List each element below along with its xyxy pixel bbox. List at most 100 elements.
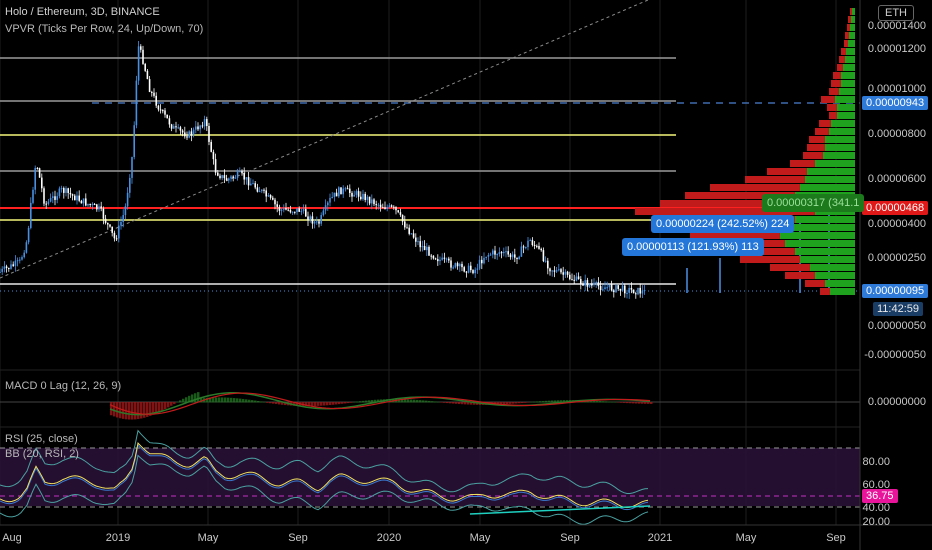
volume-profile-row-up [795,216,855,223]
macd-signal-line [109,392,651,415]
volume-profile-row-up [837,112,855,119]
candle-body [267,195,270,197]
time-tick: 2021 [647,532,673,544]
candle-body [5,266,8,268]
red-level-tag: 0.00000468 [862,201,929,215]
macd-bar [449,402,452,404]
volume-profile-row-up [843,64,855,71]
macd-bar [212,397,215,403]
rsi-label[interactable]: RSI (25, close) [5,433,78,445]
candle-body [87,203,89,206]
macd-bar [602,401,605,403]
candle-body [63,188,65,193]
macd-bar [158,402,161,413]
candle-body [437,259,439,262]
macd-bar [338,402,341,405]
rsi-tick: 40.00 [862,502,890,514]
candle-body [98,206,100,210]
candle-body [558,269,560,271]
candle-body [153,92,155,96]
candle-body [49,197,52,202]
volume-profile-row-down [805,280,825,287]
candle-body [38,168,41,178]
macd-bar [419,400,422,403]
candle-body [10,264,12,269]
candle-body [445,258,448,260]
candle-body [522,246,525,248]
candle-body [573,279,575,281]
candle-body [463,267,465,272]
macd-bar [512,402,515,404]
macd-bar [611,401,614,403]
candle-body [65,188,67,193]
macd-bar [593,400,596,403]
macd-bar [116,402,119,418]
candle-body [399,212,402,215]
macd-bar [164,402,167,409]
macd-bar [245,399,248,403]
candle-body [624,285,626,294]
candle-body [393,206,395,208]
macd-bar [248,399,251,403]
volume-profile-row-down [767,168,807,175]
candle-body [102,208,105,219]
measure-tooltip-1[interactable]: 0.00000224 (242.52%) 224 [651,215,795,233]
currency-button[interactable]: ETH [878,5,914,21]
candle-body [540,248,542,251]
candle-body [428,246,430,256]
time-tick: May [469,532,491,544]
candle-body [157,105,160,110]
candle-body [452,267,454,269]
candle-body [639,287,641,294]
measure-tooltip-3[interactable]: 0.00000317 (341.1 [762,194,865,212]
macd-bar [641,402,644,404]
candle-body [265,190,267,197]
candle-body [234,177,237,179]
macd-bar [260,401,263,403]
candle-body [331,196,333,198]
macd-bar [551,400,554,403]
volume-profile-row-down [839,56,845,63]
bb-label[interactable]: BB (20, RSI, 2) [5,448,79,460]
time-tick: May [197,532,219,544]
candle-body [30,202,32,228]
volume-profile-row-down [790,160,815,167]
candle-body [599,286,602,291]
candle-body [575,276,578,281]
volume-profile-row-up [815,272,855,279]
candle-body [604,287,606,290]
macd-bar [605,401,608,403]
macd-bar [140,402,143,419]
macd-bar [344,402,347,404]
volume-profile-row-down [848,16,851,23]
macd-bar [143,402,146,418]
volume-profile-row-up [845,56,855,63]
candle-body [313,221,316,224]
macd-bar [560,400,563,403]
candle-body [252,183,254,185]
candle-body [201,125,204,127]
volume-profile-row-up [835,96,855,103]
macd-label[interactable]: MACD 0 Lag (12, 26, 9) [5,380,122,392]
volume-profile-row-down [685,192,795,199]
candle-body [454,263,457,268]
macd-bar [422,400,425,403]
vpvr-label[interactable]: VPVR (Ticks Per Row, 24, Up/Down, 70) [5,23,204,35]
macd-bar [272,402,275,404]
candle-body [104,218,107,223]
candle-body [283,208,285,210]
macd-bar [548,400,551,403]
macd-bar [353,401,356,403]
candle-body [621,285,624,291]
volume-profile-row-down [821,96,835,103]
candle-body [225,178,228,181]
macd-bar [266,402,269,403]
macd-bar [176,401,179,403]
volume-profile-row-up [841,80,855,87]
candle-body [170,124,173,129]
candle-body [3,266,6,269]
candle-body [41,177,43,189]
measure-tooltip-2[interactable]: 0.00000113 (121.93%) 113 [622,238,764,256]
macd-bar [497,402,500,405]
